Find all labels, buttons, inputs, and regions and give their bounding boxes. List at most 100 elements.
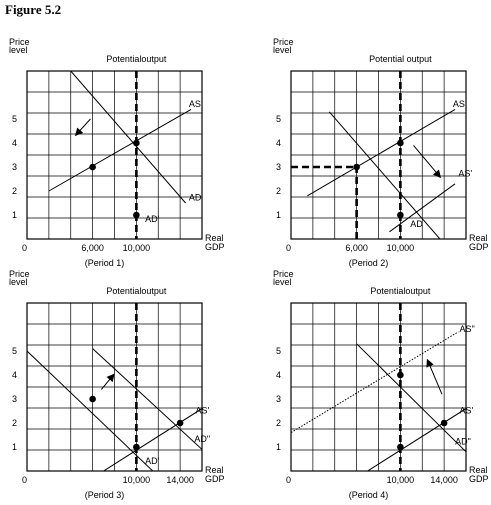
plot-frame xyxy=(290,70,467,240)
y-tick-label: 1 xyxy=(12,210,17,220)
shift-arrow xyxy=(74,118,91,137)
series-line-AD" xyxy=(356,343,466,453)
series-line-AS xyxy=(48,108,192,192)
y-tick-label: 1 xyxy=(12,442,17,452)
y-tick-label: 4 xyxy=(12,138,17,148)
potential-output-label: Potentialoutput xyxy=(106,54,167,64)
y-tick-label: 2 xyxy=(12,186,17,196)
y-tick-label: 4 xyxy=(12,370,17,380)
series-label: AS xyxy=(453,99,465,109)
period-caption: (Period 2) xyxy=(349,258,389,268)
series-line-AD" xyxy=(92,348,202,450)
y-axis-label-line2: level xyxy=(273,45,292,55)
y-axis-label-line2: level xyxy=(9,45,28,55)
y-axis-label-line1: Price xyxy=(273,269,294,279)
x-tick-label: 10,000 xyxy=(387,243,415,253)
plot-frame xyxy=(26,302,203,472)
y-tick-label: 4 xyxy=(276,138,281,148)
y-tick-label: 3 xyxy=(12,162,17,172)
series-line-curve xyxy=(27,350,154,471)
x-tick-label: 10,000 xyxy=(123,243,151,253)
potential-output-label: Potentialoutput xyxy=(106,286,167,296)
x-axis-label-line2: GDP xyxy=(205,474,225,484)
x-axis-label-line2: GDP xyxy=(469,242,489,252)
equilibrium-point xyxy=(133,139,140,147)
series-line-AS' xyxy=(103,408,202,471)
equilibrium-point xyxy=(133,443,140,451)
y-tick-label: 2 xyxy=(276,186,281,196)
series-line-AD xyxy=(70,71,186,204)
y-axis-label-line1: Price xyxy=(273,37,294,47)
x-axis-label-line1: Real xyxy=(469,233,488,243)
x-tick-label: 10,000 xyxy=(387,475,415,485)
period-caption: (Period 4) xyxy=(349,490,389,500)
series-line-AS' xyxy=(367,408,466,471)
equilibrium-point xyxy=(89,395,96,403)
series-line-AS' xyxy=(389,183,456,233)
x-tick-label: 14,000 xyxy=(430,475,458,485)
series-label: AS' xyxy=(195,405,209,415)
x-axis-label-line2: GDP xyxy=(469,474,489,484)
x-tick-label: 0 xyxy=(286,243,291,253)
series-label: AS' xyxy=(459,405,473,415)
y-axis-label-line2: level xyxy=(273,277,292,287)
figure-title: Figure 5.2 xyxy=(5,2,61,17)
equilibrium-point xyxy=(397,139,404,147)
shift-arrow xyxy=(426,358,443,395)
y-tick-label: 4 xyxy=(276,370,281,380)
x-tick-label: 6,000 xyxy=(345,243,368,253)
y-tick-label: 3 xyxy=(12,394,17,404)
y-tick-label: 1 xyxy=(276,210,281,220)
equilibrium-point xyxy=(397,443,404,451)
y-tick-label: 1 xyxy=(276,442,281,452)
series-label: AD xyxy=(189,193,202,203)
point-label: AD' xyxy=(145,214,160,224)
x-axis-label-line2: GDP xyxy=(205,242,225,252)
shift-arrow xyxy=(100,373,115,390)
y-axis-label-line1: Price xyxy=(9,37,30,47)
series-label: AD" xyxy=(455,437,471,447)
equilibrium-point xyxy=(133,211,140,219)
y-tick-label: 3 xyxy=(276,394,281,404)
y-tick-label: 2 xyxy=(276,418,281,428)
series-line-AS'' xyxy=(291,331,459,434)
y-tick-label: 5 xyxy=(276,114,281,124)
period-caption: (Period 1) xyxy=(85,258,125,268)
x-tick-label: 0 xyxy=(22,243,27,253)
y-tick-label: 5 xyxy=(276,346,281,356)
equilibrium-point xyxy=(353,163,360,171)
series-line-AD xyxy=(328,111,441,239)
equilibrium-point xyxy=(397,211,404,219)
x-tick-label: 10,000 xyxy=(123,475,151,485)
x-tick-label: 6,000 xyxy=(81,243,104,253)
point-label: AD' xyxy=(145,456,160,466)
plot-frame xyxy=(26,70,203,240)
series-label: AS'' xyxy=(459,324,475,334)
series-label: AS' xyxy=(458,169,472,179)
y-tick-label: 5 xyxy=(12,346,17,356)
plot-frame xyxy=(290,302,467,472)
x-tick-label: 0 xyxy=(286,475,291,485)
y-tick-label: 3 xyxy=(276,162,281,172)
y-tick-label: 5 xyxy=(12,114,17,124)
y-tick-label: 2 xyxy=(12,418,17,428)
shift-arrow xyxy=(413,145,442,179)
series-label: AD xyxy=(410,219,423,229)
x-axis-label-line1: Real xyxy=(205,233,224,243)
equilibrium-point xyxy=(440,419,448,427)
period-caption: (Period 3) xyxy=(85,490,125,500)
x-axis-label-line1: Real xyxy=(205,465,224,475)
potential-output-label: Potentialoutput xyxy=(370,286,431,296)
x-tick-label: 0 xyxy=(22,475,27,485)
series-label: AS xyxy=(189,99,201,109)
x-tick-label: 14,000 xyxy=(166,475,194,485)
equilibrium-point xyxy=(89,163,96,171)
equilibrium-point xyxy=(176,419,184,427)
series-line-AS xyxy=(307,108,456,197)
